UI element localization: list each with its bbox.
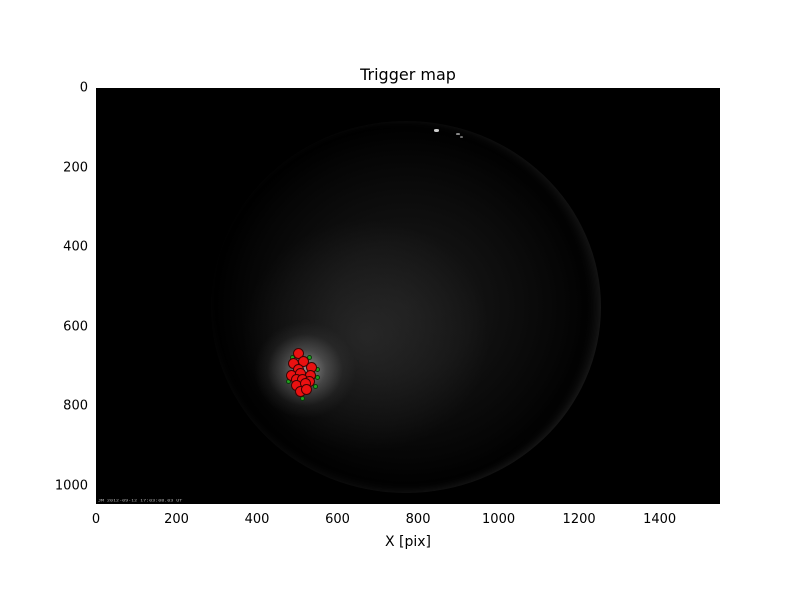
y-tick-label: 600 [63, 319, 88, 335]
bright-sky-spot [455, 133, 460, 136]
neighbor-pixel-marker [312, 384, 318, 390]
plot-area: JM 2012-09-12 17:03:08.03 UT [96, 88, 720, 504]
y-tick-label: 0 [79, 80, 88, 96]
timestamp-overlay: JM 2012-09-12 17:03:08.03 UT [98, 498, 183, 503]
bright-sky-spot [434, 128, 440, 132]
x-tick-label: 400 [244, 512, 270, 527]
y-tick-label: 200 [63, 160, 88, 176]
x-tick-label: 600 [325, 512, 350, 527]
x-axis-label: X [pix] [384, 534, 432, 550]
fisheye-sky-disc [211, 121, 601, 493]
triggered-pixel-marker [301, 384, 313, 396]
figure-title: Trigger map [360, 65, 456, 84]
x-tick-label: 1200 [562, 512, 596, 527]
y-tick-label: 1000 [54, 478, 88, 494]
y-tick-label: 400 [63, 239, 88, 255]
x-tick-label: 800 [405, 512, 431, 527]
x-tick-label: 1400 [643, 512, 677, 527]
bright-sky-spot [460, 135, 464, 138]
y-tick-label: 800 [63, 398, 88, 414]
x-tick-label: 200 [164, 512, 189, 527]
x-tick-label: 1000 [482, 512, 516, 527]
x-tick-label: 0 [91, 512, 101, 527]
